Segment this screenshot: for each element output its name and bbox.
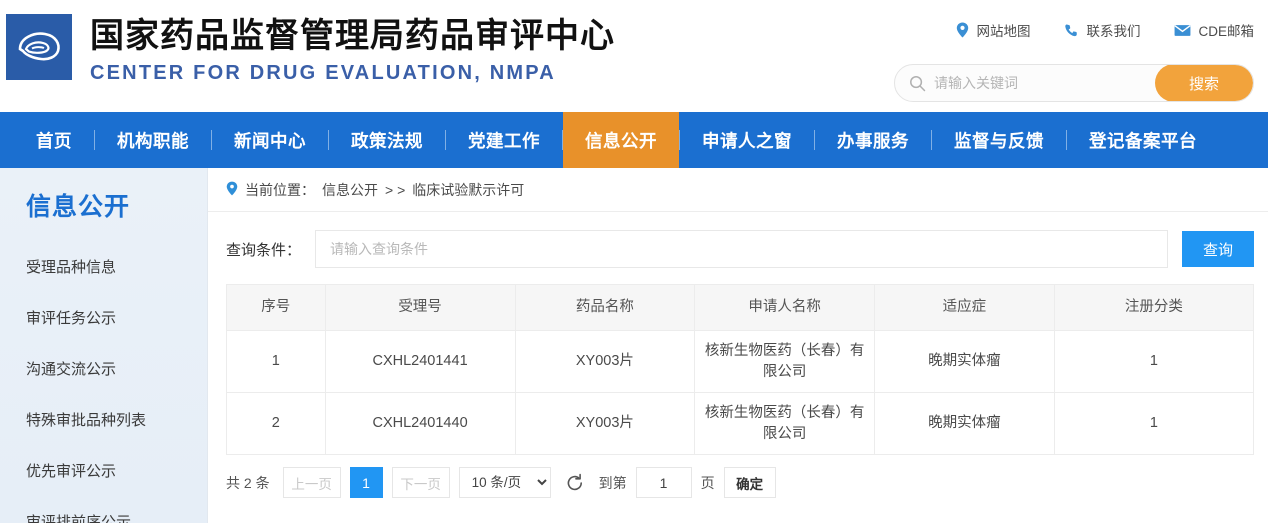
sidebar-item-review-order[interactable]: 审评排前序公示 bbox=[26, 514, 132, 523]
utility-link-sitemap[interactable]: 网站地图 bbox=[956, 20, 1030, 40]
pagination-next-button[interactable]: 下一页 bbox=[391, 467, 450, 498]
pagination-jump-prefix: 到第 bbox=[598, 474, 627, 491]
cell-indication: 晚期实体瘤 bbox=[874, 330, 1055, 393]
pagination-jump-input[interactable] bbox=[635, 467, 692, 498]
location-pin-icon bbox=[956, 22, 969, 38]
location-pin-icon bbox=[226, 181, 238, 199]
nav-item-party-work[interactable]: 党建工作 bbox=[468, 130, 540, 151]
sidebar-item-review-tasks[interactable]: 审评任务公示 bbox=[26, 310, 117, 327]
results-table-wrapper: 序号 受理号 药品名称 申请人名称 适应症 注册分类 1 CXHL2401441… bbox=[208, 284, 1268, 455]
sidebar-title: 信息公开 bbox=[26, 193, 131, 221]
nav-separator bbox=[814, 130, 815, 150]
nav-separator bbox=[94, 130, 95, 150]
pagination-page-1[interactable]: 1 bbox=[349, 467, 383, 498]
search-input[interactable] bbox=[934, 65, 1155, 101]
content-area: 当前位置： 信息公开 > > 临床试验默示许可 查询条件： 查询 序号 受理号 … bbox=[208, 168, 1268, 523]
cell-drug-name: XY003片 bbox=[514, 392, 696, 455]
refresh-icon[interactable] bbox=[562, 470, 588, 496]
search-icon bbox=[895, 75, 934, 92]
table-body: 1 CXHL2401441 XY003片 核新生物医药（长春）有限公司 晚期实体… bbox=[226, 330, 1255, 455]
cell-registration-class: 1 bbox=[1053, 330, 1255, 393]
table-head: 序号 受理号 药品名称 申请人名称 适应症 注册分类 bbox=[226, 284, 1255, 331]
nav-separator bbox=[931, 130, 932, 150]
nav-item-registration-platform[interactable]: 登记备案平台 bbox=[1089, 130, 1197, 151]
query-input[interactable] bbox=[315, 230, 1168, 268]
nav-item-news[interactable]: 新闻中心 bbox=[234, 130, 306, 151]
pagination-jump-suffix: 页 bbox=[700, 474, 715, 491]
table-row[interactable]: 1 CXHL2401441 XY003片 核新生物医药（长春）有限公司 晚期实体… bbox=[226, 330, 1255, 393]
page-size-select[interactable]: 10 条/页 20 条/页 50 条/页 100 条/页 bbox=[458, 467, 551, 498]
utility-link-contact[interactable]: 联系我们 bbox=[1064, 20, 1140, 40]
breadcrumb-prefix: 当前位置： bbox=[245, 181, 315, 198]
brand-block[interactable]: 国家药品监督管理局药品审评中心 CENTER FOR DRUG EVALUATI… bbox=[6, 14, 615, 86]
nav-item-information-disclosure[interactable]: 信息公开 bbox=[563, 112, 679, 168]
cell-index: 2 bbox=[226, 392, 326, 455]
nav-separator bbox=[211, 130, 212, 150]
breadcrumb-section[interactable]: 信息公开 bbox=[322, 181, 378, 198]
site-search: 搜索 bbox=[894, 64, 1254, 102]
cell-registration-class: 1 bbox=[1053, 392, 1255, 455]
nav-separator bbox=[1066, 130, 1067, 150]
sidebar: 信息公开 受理品种信息 审评任务公示 沟通交流公示 特殊审批品种列表 优先审评公… bbox=[0, 168, 208, 523]
nav-item-home[interactable]: 首页 bbox=[36, 130, 72, 151]
utility-link-sitemap-label: 网站地图 bbox=[976, 24, 1031, 39]
site-title-en: CENTER FOR DRUG EVALUATION, NMPA bbox=[90, 62, 556, 84]
column-header-indication: 适应症 bbox=[874, 284, 1055, 331]
cell-drug-name: XY003片 bbox=[514, 330, 696, 393]
cell-applicant: 核新生物医药（长春）有限公司 bbox=[694, 392, 875, 455]
phone-icon bbox=[1064, 23, 1079, 38]
pagination: 共 2 条 上一页 1 下一页 10 条/页 20 条/页 50 条/页 100… bbox=[208, 455, 1268, 498]
cell-acceptance-no: CXHL2401440 bbox=[324, 392, 516, 455]
cell-applicant: 核新生物医药（长春）有限公司 bbox=[694, 330, 875, 393]
site-header: 国家药品监督管理局药品审评中心 CENTER FOR DRUG EVALUATI… bbox=[0, 0, 1268, 112]
cde-emblem-logo bbox=[6, 14, 72, 80]
main-navigation: 首页 机构职能 新闻中心 政策法规 党建工作 信息公开 申请人之窗 办事服务 监… bbox=[0, 112, 1268, 168]
pagination-confirm-button[interactable]: 确定 bbox=[723, 467, 776, 498]
column-header-drug-name: 药品名称 bbox=[514, 284, 696, 331]
cell-acceptance-no: CXHL2401441 bbox=[324, 330, 516, 393]
nav-item-functions[interactable]: 机构职能 bbox=[117, 130, 189, 151]
search-button[interactable]: 搜索 bbox=[1155, 65, 1253, 101]
query-label: 查询条件： bbox=[226, 241, 302, 259]
nav-separator bbox=[679, 130, 680, 150]
cell-indication: 晚期实体瘤 bbox=[874, 392, 1055, 455]
nav-item-policies[interactable]: 政策法规 bbox=[351, 130, 423, 151]
query-button[interactable]: 查询 bbox=[1182, 231, 1254, 267]
sidebar-item-priority-review[interactable]: 优先审评公示 bbox=[26, 463, 117, 480]
sidebar-list: 受理品种信息 审评任务公示 沟通交流公示 特殊审批品种列表 优先审评公示 审评排… bbox=[0, 242, 207, 523]
breadcrumb-separator: > > bbox=[385, 181, 406, 198]
page-body: 信息公开 受理品种信息 审评任务公示 沟通交流公示 特殊审批品种列表 优先审评公… bbox=[0, 168, 1268, 523]
envelope-icon bbox=[1174, 24, 1192, 37]
nav-separator bbox=[328, 130, 329, 150]
utility-link-email-label: CDE邮箱 bbox=[1198, 24, 1254, 39]
column-header-index: 序号 bbox=[226, 284, 326, 331]
pagination-total: 共 2 条 bbox=[226, 474, 270, 491]
utility-link-contact-label: 联系我们 bbox=[1086, 24, 1141, 39]
utility-links: 网站地图 联系我们 CDE邮箱 bbox=[956, 20, 1254, 40]
results-table: 序号 受理号 药品名称 申请人名称 适应症 注册分类 1 CXHL2401441… bbox=[226, 284, 1255, 455]
nav-item-applicant-window[interactable]: 申请人之窗 bbox=[702, 130, 792, 151]
sidebar-item-communication[interactable]: 沟通交流公示 bbox=[26, 361, 117, 378]
table-row[interactable]: 2 CXHL2401440 XY003片 核新生物医药（长春）有限公司 晚期实体… bbox=[226, 392, 1255, 455]
column-header-acceptance-no: 受理号 bbox=[324, 284, 516, 331]
sidebar-item-acceptance-info[interactable]: 受理品种信息 bbox=[26, 259, 117, 276]
table-header-row: 序号 受理号 药品名称 申请人名称 适应症 注册分类 bbox=[226, 284, 1255, 331]
nav-item-supervision-feedback[interactable]: 监督与反馈 bbox=[954, 130, 1044, 151]
cell-index: 1 bbox=[226, 330, 326, 393]
sidebar-item-special-approval[interactable]: 特殊审批品种列表 bbox=[26, 412, 147, 429]
breadcrumb: 当前位置： 信息公开 > > 临床试验默示许可 bbox=[208, 168, 1268, 212]
pagination-prev-button[interactable]: 上一页 bbox=[282, 467, 341, 498]
nav-separator bbox=[445, 130, 446, 150]
utility-link-email[interactable]: CDE邮箱 bbox=[1174, 20, 1254, 40]
query-bar: 查询条件： 查询 bbox=[208, 212, 1268, 284]
nav-item-services[interactable]: 办事服务 bbox=[837, 130, 909, 151]
site-title-cn: 国家药品监督管理局药品审评中心 bbox=[90, 17, 615, 55]
column-header-registration-class: 注册分类 bbox=[1053, 284, 1255, 331]
nav-separator bbox=[562, 130, 563, 150]
column-header-applicant: 申请人名称 bbox=[694, 284, 875, 331]
breadcrumb-current: 临床试验默示许可 bbox=[412, 181, 525, 198]
